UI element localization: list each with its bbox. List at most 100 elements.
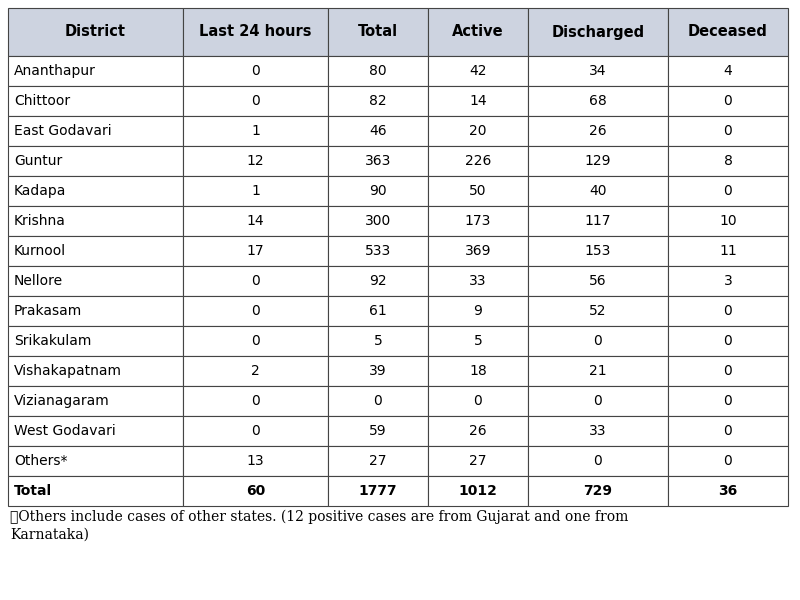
Bar	[8, 326, 183, 356]
Bar	[528, 56, 668, 86]
Text: 729: 729	[583, 484, 613, 498]
Bar	[668, 206, 788, 236]
Text: 226: 226	[465, 154, 491, 168]
Text: 0: 0	[251, 94, 260, 108]
Text: 68: 68	[589, 94, 607, 108]
Bar	[8, 116, 183, 146]
Text: 27: 27	[370, 454, 386, 468]
Text: 82: 82	[369, 94, 387, 108]
Bar	[328, 116, 428, 146]
Bar	[183, 356, 328, 386]
Text: 46: 46	[369, 124, 387, 138]
Text: 4: 4	[724, 64, 732, 78]
Text: 533: 533	[365, 244, 391, 258]
Text: 0: 0	[594, 394, 602, 408]
Text: 33: 33	[470, 274, 486, 288]
Text: 92: 92	[369, 274, 387, 288]
Bar	[328, 266, 428, 296]
Text: Vishakapatnam: Vishakapatnam	[14, 364, 122, 378]
Bar	[428, 266, 528, 296]
Text: 8: 8	[723, 154, 733, 168]
Text: 0: 0	[251, 334, 260, 348]
Bar	[668, 386, 788, 416]
Bar	[328, 146, 428, 176]
Bar	[528, 116, 668, 146]
Bar	[528, 386, 668, 416]
Bar	[8, 476, 183, 506]
Text: 12: 12	[246, 154, 264, 168]
Text: 2: 2	[251, 364, 260, 378]
Text: 5: 5	[374, 334, 382, 348]
Text: 36: 36	[718, 484, 738, 498]
Text: Others*: Others*	[14, 454, 67, 468]
Text: 3: 3	[724, 274, 732, 288]
Bar	[8, 416, 183, 446]
Bar	[8, 296, 183, 326]
Bar	[428, 56, 528, 86]
Bar	[428, 386, 528, 416]
Text: 14: 14	[246, 214, 264, 228]
Bar	[8, 176, 183, 206]
Text: 0: 0	[724, 424, 732, 438]
Text: 90: 90	[369, 184, 387, 198]
Text: Deceased: Deceased	[688, 25, 768, 40]
Text: Krishna: Krishna	[14, 214, 66, 228]
Bar	[8, 446, 183, 476]
Text: 20: 20	[470, 124, 486, 138]
Bar	[328, 8, 428, 56]
Text: 0: 0	[474, 394, 482, 408]
Text: 26: 26	[469, 424, 487, 438]
Bar	[328, 296, 428, 326]
Bar	[428, 446, 528, 476]
Bar	[668, 476, 788, 506]
Text: 0: 0	[251, 424, 260, 438]
Bar	[328, 476, 428, 506]
Bar	[328, 236, 428, 266]
Text: 1012: 1012	[458, 484, 498, 498]
Text: 33: 33	[590, 424, 606, 438]
Bar	[328, 56, 428, 86]
Text: 27: 27	[470, 454, 486, 468]
Bar	[183, 326, 328, 356]
Text: 59: 59	[369, 424, 387, 438]
Text: 0: 0	[374, 394, 382, 408]
Text: 0: 0	[724, 454, 732, 468]
Bar	[528, 236, 668, 266]
Bar	[528, 86, 668, 116]
Bar	[328, 386, 428, 416]
Text: 1: 1	[251, 124, 260, 138]
Bar	[328, 326, 428, 356]
Text: 363: 363	[365, 154, 391, 168]
Bar	[428, 296, 528, 326]
Text: District: District	[65, 25, 126, 40]
Bar	[328, 416, 428, 446]
Bar	[428, 236, 528, 266]
Bar	[528, 446, 668, 476]
Text: 173: 173	[465, 214, 491, 228]
Text: 129: 129	[585, 154, 611, 168]
Bar	[8, 356, 183, 386]
Bar	[428, 86, 528, 116]
Bar	[428, 176, 528, 206]
Text: 14: 14	[469, 94, 487, 108]
Text: Chittoor: Chittoor	[14, 94, 70, 108]
Bar	[183, 476, 328, 506]
Text: 39: 39	[369, 364, 387, 378]
Bar	[8, 8, 183, 56]
Text: Kurnool: Kurnool	[14, 244, 66, 258]
Text: 1: 1	[251, 184, 260, 198]
Text: Ananthapur: Ananthapur	[14, 64, 96, 78]
Text: 5: 5	[474, 334, 482, 348]
Text: West Godavari: West Godavari	[14, 424, 116, 438]
Text: Active: Active	[452, 25, 504, 40]
Bar	[428, 116, 528, 146]
Bar	[668, 266, 788, 296]
Text: 21: 21	[589, 364, 607, 378]
Bar	[183, 206, 328, 236]
Text: 50: 50	[470, 184, 486, 198]
Text: 0: 0	[724, 334, 732, 348]
Bar	[183, 296, 328, 326]
Bar	[668, 56, 788, 86]
Text: 17: 17	[246, 244, 264, 258]
Bar	[428, 416, 528, 446]
